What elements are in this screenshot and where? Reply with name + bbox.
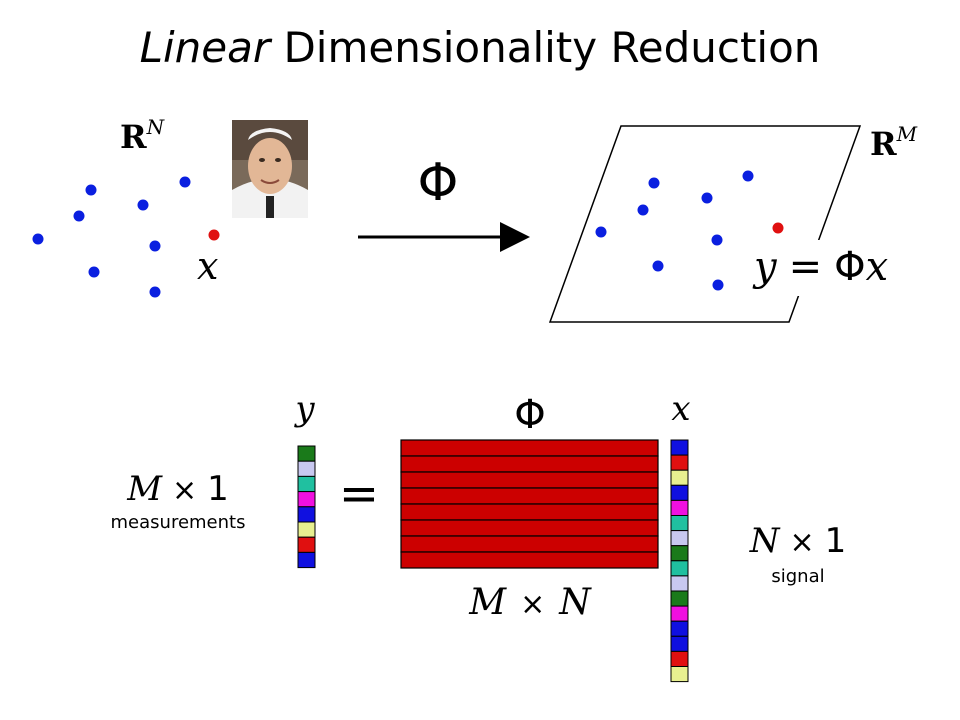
signal-x-label: x <box>197 244 218 288</box>
projected-point <box>701 192 713 204</box>
y-dim-times: × <box>172 473 197 508</box>
y-vector-cell <box>297 551 316 569</box>
y-vector-cell <box>297 521 316 538</box>
space-rm-label: RM <box>870 122 918 163</box>
matrix-row <box>400 471 659 489</box>
eq-phi: Φ <box>834 244 865 290</box>
signal-caption: signal <box>771 566 824 587</box>
data-point <box>88 266 100 278</box>
y-measurement-vector <box>297 445 316 569</box>
phi-matrix-label: Φ <box>514 392 545 438</box>
x-vector-cell <box>670 484 689 501</box>
data-point <box>32 233 44 245</box>
matrix-dim-n: N <box>558 582 592 623</box>
title-italic: Linear <box>140 23 273 72</box>
projected-point <box>711 234 723 246</box>
projected-point <box>637 204 649 216</box>
x-vector-cell <box>670 469 689 486</box>
y-vector-cell <box>297 491 316 508</box>
data-point <box>179 176 191 188</box>
data-point <box>137 199 149 211</box>
projected-point <box>595 226 607 238</box>
title-rest: Dimensionality Reduction <box>270 23 820 72</box>
x-vector-cell <box>670 635 689 652</box>
y-dim-m: M <box>126 469 163 509</box>
matrix-equation: y Φ x = M × 1 measurements M × N N × 1 signal <box>111 389 847 683</box>
low-dim-space: RM y = Φx <box>548 122 952 323</box>
matrix-row <box>400 487 659 505</box>
measurements-caption: measurements <box>111 512 246 533</box>
highlighted-signal-point <box>208 229 220 241</box>
data-point <box>85 184 97 196</box>
space-rn-letter: R <box>120 118 147 156</box>
x-vector-label: x <box>671 389 690 429</box>
x-vector-cell <box>670 620 689 637</box>
portrait-photo <box>232 120 308 218</box>
matrix-row <box>400 455 659 473</box>
y-vector-cell <box>297 460 316 477</box>
x-vector-cell <box>670 530 689 547</box>
matrix-equals-sign: = <box>339 466 379 522</box>
x-vector-cell <box>670 454 689 471</box>
low-dim-points <box>595 170 784 291</box>
matrix-row <box>400 551 659 569</box>
eq-x: x <box>866 244 889 290</box>
eq-equals: = <box>789 244 823 290</box>
projected-point <box>712 279 724 291</box>
y-dimension-label: M × 1 <box>126 469 229 509</box>
space-rm-letter: R <box>870 125 897 163</box>
projection-equation: y = Φx <box>752 244 888 290</box>
projected-signal-point <box>772 222 784 234</box>
y-vector-cell <box>297 536 316 553</box>
x-vector-cell <box>670 605 689 622</box>
x-dim-times: × <box>789 525 814 560</box>
x-vector-cell <box>670 515 689 532</box>
y-dim-one: 1 <box>207 469 229 509</box>
projected-point <box>742 170 754 182</box>
phi-arrow-label: Φ <box>418 153 459 213</box>
slide-title: Linear Dimensionality Reduction <box>140 23 821 72</box>
x-signal-vector <box>670 439 689 683</box>
projected-point <box>648 177 660 189</box>
matrix-dim-m: M <box>468 582 507 623</box>
phi-matrix <box>400 439 659 569</box>
y-vector-cell <box>297 445 316 462</box>
x-vector-cell <box>670 499 689 516</box>
x-vector-cell <box>670 439 689 456</box>
space-rn-sup: N <box>146 115 166 139</box>
data-point <box>73 210 85 222</box>
y-vector-cell <box>297 506 316 523</box>
data-point <box>149 240 161 252</box>
matrix-row <box>400 519 659 537</box>
space-rn-label: RN <box>120 115 166 156</box>
x-dimension-label: N × 1 <box>749 521 847 561</box>
x-vector-cell <box>670 545 689 562</box>
matrix-row <box>400 439 659 457</box>
x-vector-cell <box>670 666 689 683</box>
matrix-dimension-label: M × N <box>468 582 592 623</box>
data-point <box>149 286 161 298</box>
eq-y: y <box>752 244 778 290</box>
phi-mapping-arrow: Φ <box>358 153 530 252</box>
x-dim-n: N <box>749 521 781 561</box>
projected-point <box>652 260 664 272</box>
y-vector-label: y <box>293 389 315 429</box>
high-dim-space: RN x <box>32 115 308 298</box>
matrix-dim-times: × <box>520 587 545 622</box>
space-rm-sup: M <box>896 122 918 146</box>
x-dim-one: 1 <box>825 521 847 561</box>
x-vector-cell <box>670 590 689 607</box>
matrix-row <box>400 503 659 521</box>
high-dim-points <box>32 176 220 298</box>
equation-background <box>752 240 952 296</box>
x-vector-cell <box>670 650 689 668</box>
x-vector-cell <box>670 575 689 592</box>
y-vector-cell <box>297 475 316 493</box>
matrix-row <box>400 535 659 553</box>
x-vector-cell <box>670 560 689 577</box>
